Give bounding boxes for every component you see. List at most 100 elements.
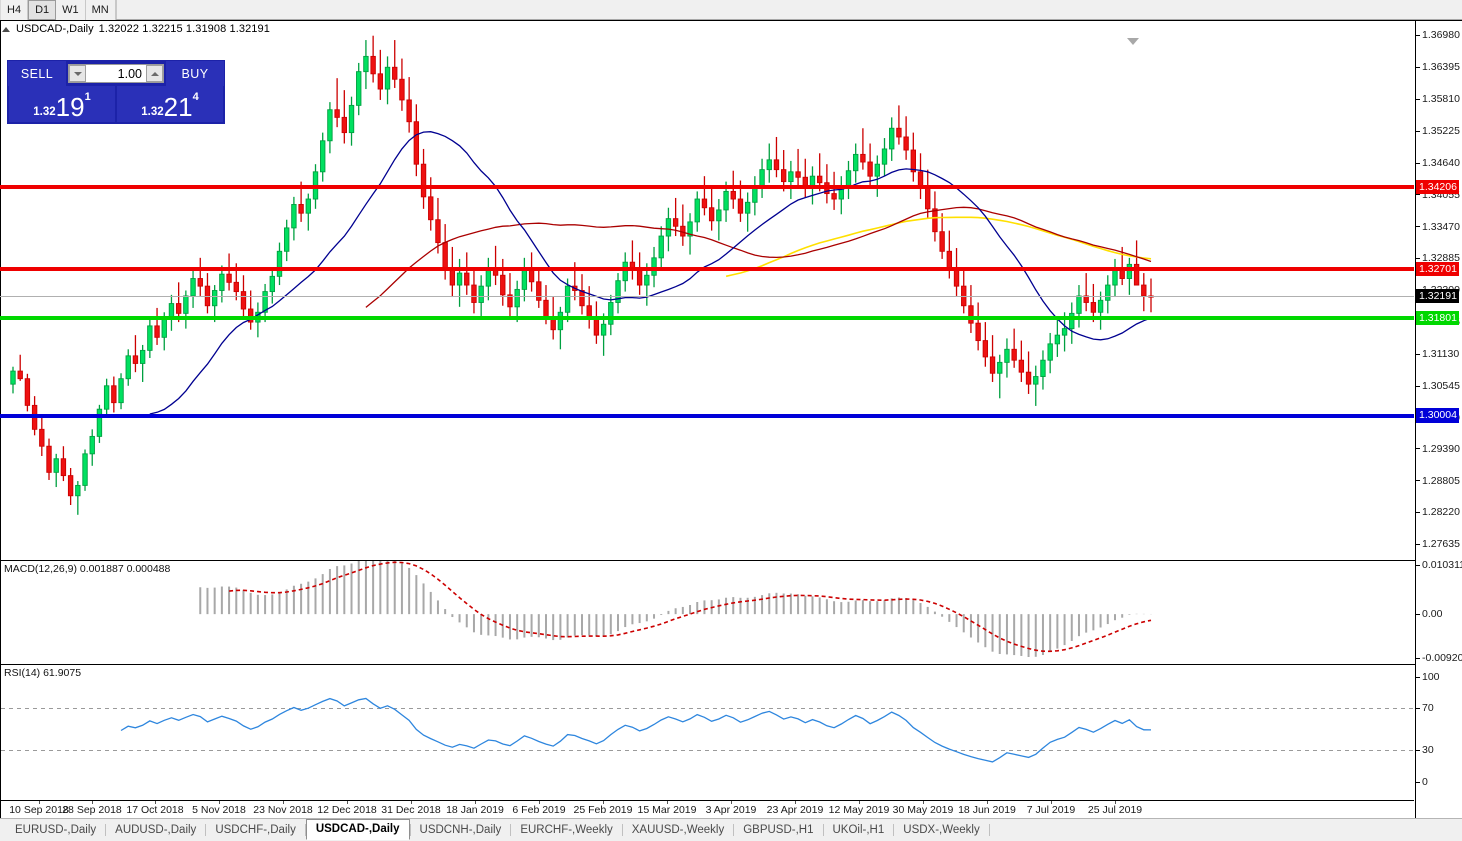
price-tick: 1.32885 (1416, 253, 1460, 265)
date-tick (795, 801, 796, 804)
buy-button[interactable]: BUY (166, 61, 224, 86)
price-tick: 1.36980 (1416, 30, 1460, 42)
candle-body (1018, 359, 1025, 373)
sell-price-display[interactable]: 1.32 19 1 (9, 86, 115, 122)
candle-body (377, 73, 384, 90)
rsi-label: RSI(14) 61.9075 (4, 667, 82, 679)
volume-decrease-button[interactable] (69, 65, 86, 82)
candle-body (1112, 269, 1118, 286)
price-tick-label: 1.32885 (1422, 252, 1460, 265)
date-tick (92, 801, 93, 804)
price-tick-label: 1.28805 (1422, 474, 1460, 487)
octp-controls-row: SELL 1.00 BUY (8, 61, 224, 86)
chart-tab-bar[interactable]: EURUSD-,Daily AUDUSD-,Daily USDCHF-,Daily U… (0, 818, 1462, 841)
candle-body (53, 458, 59, 473)
price-tick: 1.29390 (1416, 443, 1460, 455)
candle-body (39, 428, 45, 447)
price-scale[interactable]: 1.36980 1.36395 1.35810 1.35225 1.34640 1.340… (1415, 20, 1462, 818)
resistance-line-2[interactable] (0, 266, 1414, 271)
chart-tab-ukoilh1[interactable]: UKOil-,H1 (832, 824, 885, 836)
chart-tab-usdcnhdaily[interactable]: USDCNH-,Daily (419, 824, 502, 836)
candle-body (557, 311, 564, 331)
tick-mark (1416, 512, 1420, 514)
price-badge-support-1[interactable]: 1.31801 (1416, 310, 1459, 325)
buy-price-main: 21 (163, 92, 193, 123)
candle-body (543, 299, 549, 318)
tab-separator (409, 824, 411, 836)
date-tick (731, 801, 732, 804)
chart-tab-gbpusdh1[interactable]: GBPUSD-,H1 (743, 824, 814, 836)
support-line-2[interactable] (0, 413, 1414, 418)
chart-canvas[interactable]: USDCAD-,Daily 1.32022 1.32215 1.31908 1.… (0, 20, 1462, 820)
current-price-line[interactable] (0, 295, 1414, 297)
date-tick (219, 801, 220, 804)
candle-body (910, 149, 916, 173)
chart-tab-usdcaddaily[interactable]: USDCAD-,Daily (305, 818, 410, 840)
candle-body (780, 169, 787, 183)
candle-body (521, 268, 528, 290)
volume-stepper[interactable]: 1.00 (68, 64, 164, 83)
timeframe-button-h4[interactable]: H4 (0, 0, 29, 20)
tick-mark (1416, 676, 1420, 678)
triangle-up-icon[interactable] (2, 26, 10, 32)
date-axis-label: 30 May 2019 (892, 804, 954, 816)
moving-average-mid (365, 206, 1152, 308)
chart-tab-eurusddaily[interactable]: EURUSD-,Daily (15, 824, 97, 836)
date-tick (987, 801, 988, 804)
candle-body (730, 190, 736, 200)
volume-increase-button[interactable] (146, 65, 163, 82)
candle-body (75, 484, 81, 497)
candle-body (384, 66, 391, 90)
candle-body (60, 458, 67, 477)
price-tick-label: 1.28220 (1422, 506, 1460, 519)
sell-button[interactable]: SELL (8, 61, 66, 86)
chart-tab-eurchfweekly[interactable]: EURCHF-,Weekly (520, 824, 613, 836)
candle-body (744, 201, 751, 214)
candle-body (370, 55, 376, 75)
triangle-down-icon[interactable] (1127, 38, 1139, 45)
buy-price-display[interactable]: 1.32 21 4 (117, 86, 223, 122)
candle-body (334, 109, 340, 118)
tick-mark (1416, 67, 1420, 69)
tick-mark (1416, 35, 1420, 37)
price-badge-support-2[interactable]: 1.30004 (1416, 408, 1459, 423)
date-axis-label: 28 Sep 2018 (62, 804, 122, 816)
rsi-pane[interactable] (1, 665, 1415, 800)
candle-body (874, 163, 880, 177)
chart-tab-usdxweekly[interactable]: USDX-,Weekly (903, 824, 980, 836)
price-badge-current-price[interactable]: 1.32191 (1416, 289, 1459, 304)
price-pane[interactable] (1, 21, 1415, 560)
price-badge-resistance-2[interactable]: 1.32701 (1416, 261, 1459, 276)
candle-body (723, 190, 729, 211)
candle-body (305, 198, 311, 214)
candle-body (507, 294, 513, 308)
tab-separator (733, 824, 735, 836)
candle-body (1119, 269, 1125, 279)
tick-mark (1416, 781, 1420, 783)
volume-input[interactable]: 1.00 (86, 65, 146, 82)
candle-body (24, 378, 31, 406)
resistance-line-1[interactable] (0, 184, 1414, 189)
price-badge-resistance-1[interactable]: 1.34206 (1416, 179, 1459, 194)
date-tick (603, 801, 604, 804)
timeframe-button-w1[interactable]: W1 (56, 0, 86, 20)
tick-mark (1416, 613, 1420, 615)
pane-divider-macd (0, 560, 1462, 561)
candle-body (528, 268, 535, 283)
symbol-name: USDCAD-,Daily (16, 23, 94, 35)
chart-tab-usdchfdaily[interactable]: USDCHF-,Daily (215, 824, 296, 836)
candle-body (341, 116, 347, 134)
candle-body (1047, 343, 1053, 361)
chart-tab-audusddaily[interactable]: AUDUSD-,Daily (115, 824, 197, 836)
support-line-1[interactable] (0, 315, 1414, 320)
date-axis[interactable]: 10 Sep 2018 28 Sep 2018 17 Oct 2018 5 Nov 2… (0, 800, 1414, 818)
timeframe-button-mn[interactable]: MN (85, 0, 116, 20)
timeframe-button-d1[interactable]: D1 (28, 0, 57, 20)
macd-pane[interactable] (1, 561, 1415, 664)
candle-body (982, 340, 989, 358)
candle-body (608, 302, 614, 325)
chart-tab-xauusdweekly[interactable]: XAUUSD-,Weekly (631, 824, 725, 836)
date-axis-label: 3 Apr 2019 (705, 804, 757, 816)
candle-body (1133, 263, 1140, 286)
